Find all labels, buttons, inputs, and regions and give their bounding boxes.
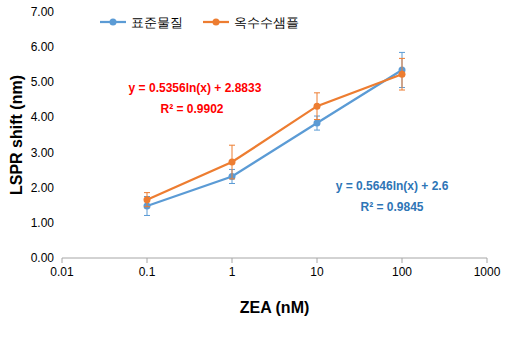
data-point	[399, 71, 406, 78]
y-tick-label: 2.00	[31, 181, 55, 195]
annotation: y = 0.5356ln(x) + 2.8833	[129, 81, 262, 95]
error-bar	[399, 58, 405, 90]
legend-label: 표준물질	[131, 16, 183, 30]
x-tick	[147, 258, 148, 263]
error-bar-cap	[314, 92, 320, 93]
legend-label: 옥수수샘플	[234, 16, 299, 30]
error-bar-cap	[399, 58, 405, 59]
y-tick-label: 4.00	[31, 110, 55, 124]
error-bar-cap	[229, 145, 235, 146]
x-tick	[487, 258, 488, 263]
y-tick-label: 1.00	[31, 216, 55, 230]
error-bar-cap	[399, 90, 405, 91]
x-tick-label: 0.1	[139, 265, 156, 279]
data-point	[314, 103, 321, 110]
error-bar	[144, 193, 150, 207]
error-bar	[314, 93, 320, 120]
x-tick-label: 100	[392, 265, 412, 279]
x-tick	[317, 258, 318, 263]
error-bar-cap	[229, 178, 235, 179]
legend-marker	[213, 19, 220, 26]
y-axis-title: LSPR shift (nm)	[8, 75, 25, 195]
x-tick-label: 10	[310, 265, 324, 279]
x-tick	[402, 258, 403, 263]
y-tick-label: 7.00	[31, 5, 55, 19]
x-tick-label: 1000	[474, 265, 501, 279]
error-bar-cap	[144, 206, 150, 207]
x-tick-label: 1	[229, 265, 236, 279]
error-bar-cap	[314, 119, 320, 120]
error-bar-cap	[229, 183, 235, 184]
x-tick	[62, 258, 63, 263]
error-bar-cap	[399, 52, 405, 53]
legend-marker	[110, 19, 117, 26]
y-tick-label: 0.00	[31, 251, 55, 265]
legend: 표준물질 옥수수샘플	[100, 16, 299, 30]
y-tick-label: 6.00	[31, 40, 55, 54]
data-point	[314, 120, 321, 127]
x-axis-line	[62, 258, 487, 259]
x-tick-label: 0.01	[50, 265, 74, 279]
data-point	[229, 159, 236, 166]
x-axis-title: ZEA (nM)	[240, 299, 310, 316]
error-bar	[229, 145, 235, 179]
annotation: R² = 0.9845	[360, 200, 423, 214]
chart: 0.00 1.00 2.00 3.00 4.00 5.00 6.00 7.00 0.01 0.1 1…	[0, 0, 529, 337]
annotation: y = 0.5646ln(x) + 2.6	[336, 179, 449, 193]
error-bar-cap	[144, 192, 150, 193]
data-point	[144, 196, 151, 203]
x-tick	[232, 258, 233, 263]
y-tick-label: 3.00	[31, 146, 55, 160]
error-bar-cap	[314, 130, 320, 131]
y-tick-label: 5.00	[31, 75, 55, 89]
error-bar-cap	[144, 215, 150, 216]
annotation: R² = 0.9902	[160, 102, 223, 116]
